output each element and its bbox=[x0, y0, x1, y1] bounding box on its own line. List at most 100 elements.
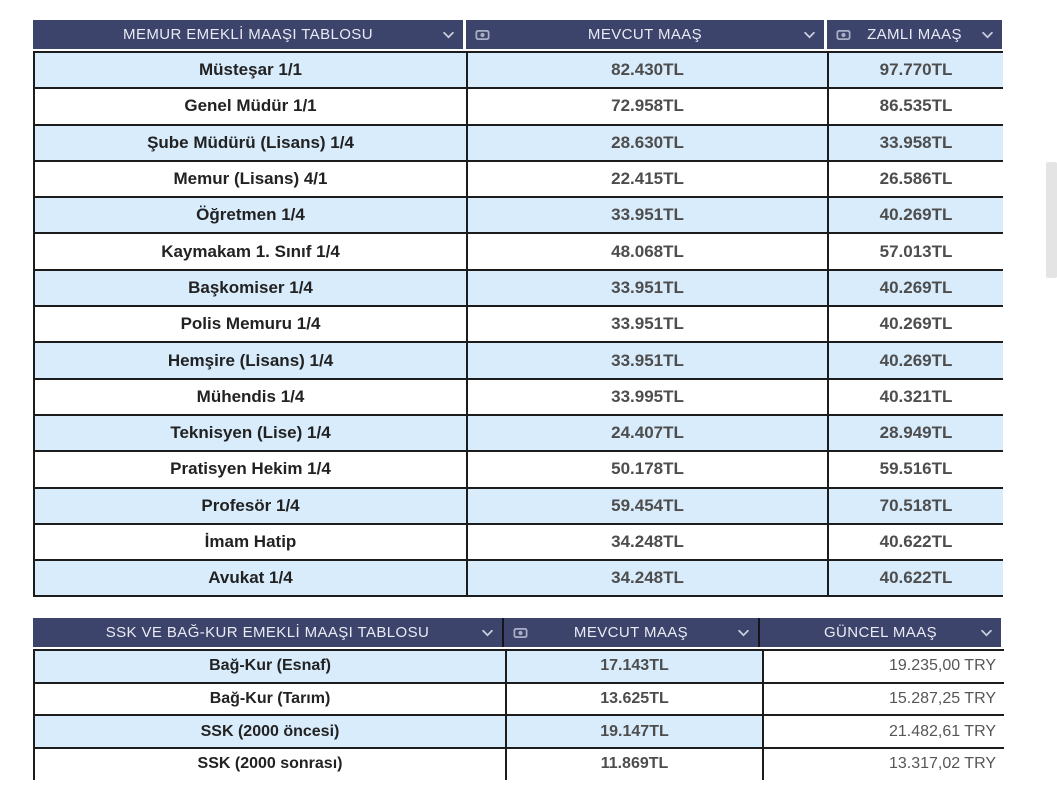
chevron-down-icon[interactable] bbox=[804, 31, 815, 39]
row-label: Pratisyen Hekim 1/4 bbox=[33, 450, 468, 489]
row-label: Şube Müdürü (Lisans) 1/4 bbox=[33, 123, 468, 162]
table-row: Teknisyen (Lise) 1/4 24.407TL 28.949TL bbox=[33, 413, 1003, 453]
memur-table-header-row: MEMUR EMEKLİ MAAŞI TABLOSU MEVCUT MAAŞ Z… bbox=[33, 20, 1002, 49]
row-label: Bağ-Kur (Tarım) bbox=[33, 681, 507, 717]
chevron-down-icon[interactable] bbox=[482, 629, 493, 637]
mevcut-maas-header-cell[interactable]: MEVCUT MAAŞ bbox=[466, 20, 824, 49]
chevron-down-icon[interactable] bbox=[443, 31, 454, 39]
table1-col1-label: MEVCUT MAAŞ bbox=[587, 26, 703, 43]
row-label: Profesör 1/4 bbox=[33, 486, 468, 525]
zamli-value: 97.770TL bbox=[827, 50, 1003, 90]
table-row: Başkomiser 1/4 33.951TL 40.269TL bbox=[33, 268, 1003, 308]
row-label: Genel Müdür 1/1 bbox=[33, 87, 468, 126]
table2-col2-label: GÜNCEL MAAŞ bbox=[823, 624, 938, 641]
memur-table-body: Müsteşar 1/1 82.430TL 97.770TL Genel Müd… bbox=[33, 50, 1003, 598]
zamli-value: 40.269TL bbox=[827, 196, 1003, 235]
scrollbar-thumb[interactable] bbox=[1046, 162, 1057, 278]
mevcut-value: 82.430TL bbox=[466, 50, 829, 90]
mevcut-value: 59.454TL bbox=[466, 486, 829, 525]
guncel-value: 13.317,02 TRY bbox=[762, 747, 1004, 780]
zamli-maas-header-cell[interactable]: ZAMLI MAAŞ bbox=[827, 20, 1002, 49]
mevcut-value: 50.178TL bbox=[466, 450, 829, 489]
mevcut-value: 13.625TL bbox=[505, 681, 764, 717]
chevron-down-icon[interactable] bbox=[738, 629, 749, 637]
mevcut-value: 22.415TL bbox=[466, 159, 829, 199]
mevcut-value: 11.869TL bbox=[505, 747, 764, 780]
guncel-value: 15.287,25 TRY bbox=[762, 681, 1004, 717]
ssk-title-header-cell[interactable]: SSK VE BAĞ-KUR EMEKLİ MAAŞI TABLOSU bbox=[33, 618, 502, 647]
table-row: Profesör 1/4 59.454TL 70.518TL bbox=[33, 486, 1003, 525]
banknote-icon bbox=[836, 29, 851, 40]
table1-col2-label: ZAMLI MAAŞ bbox=[867, 26, 962, 43]
row-label: Müsteşar 1/1 bbox=[33, 50, 468, 90]
banknote-icon bbox=[513, 627, 528, 638]
table-row: SSK (2000 öncesi) 19.147TL 21.482,61 TRY bbox=[33, 714, 1004, 750]
row-label: Hemşire (Lisans) 1/4 bbox=[33, 341, 468, 380]
ssk-table-header-row: SSK VE BAĞ-KUR EMEKLİ MAAŞI TABLOSU MEVC… bbox=[33, 618, 1001, 647]
zamli-value: 33.958TL bbox=[827, 123, 1003, 162]
mevcut-value: 24.407TL bbox=[466, 413, 829, 453]
mevcut-maas-header-cell[interactable]: MEVCUT MAAŞ bbox=[504, 618, 758, 647]
table-row: Şube Müdürü (Lisans) 1/4 28.630TL 33.958… bbox=[33, 123, 1003, 162]
zamli-value: 40.622TL bbox=[827, 559, 1003, 598]
mevcut-value: 33.951TL bbox=[466, 196, 829, 235]
row-label: SSK (2000 öncesi) bbox=[33, 714, 507, 750]
mevcut-value: 33.951TL bbox=[466, 268, 829, 308]
table2-col1-label: MEVCUT MAAŞ bbox=[573, 624, 689, 641]
row-label: SSK (2000 sonrası) bbox=[33, 747, 507, 780]
table2-title: SSK VE BAĞ-KUR EMEKLİ MAAŞI TABLOSU bbox=[105, 624, 430, 641]
zamli-value: 40.269TL bbox=[827, 305, 1003, 344]
table-row: İmam Hatip 34.248TL 40.622TL bbox=[33, 522, 1003, 562]
table-row: Müsteşar 1/1 82.430TL 97.770TL bbox=[33, 50, 1003, 90]
table-row: Bağ-Kur (Tarım) 13.625TL 15.287,25 TRY bbox=[33, 681, 1004, 717]
row-label: Polis Memuru 1/4 bbox=[33, 305, 468, 344]
table-row: Hemşire (Lisans) 1/4 33.951TL 40.269TL bbox=[33, 341, 1003, 380]
zamli-value: 40.269TL bbox=[827, 341, 1003, 380]
row-label: Mühendis 1/4 bbox=[33, 377, 468, 416]
mevcut-value: 72.958TL bbox=[466, 87, 829, 126]
zamli-value: 40.622TL bbox=[827, 522, 1003, 562]
mevcut-value: 17.143TL bbox=[505, 649, 764, 684]
table-row: Bağ-Kur (Esnaf) 17.143TL 19.235,00 TRY bbox=[33, 649, 1004, 684]
guncel-value: 21.482,61 TRY bbox=[762, 714, 1004, 750]
ssk-table-grid: Bağ-Kur (Esnaf) 17.143TL 19.235,00 TRY B… bbox=[33, 649, 1004, 780]
chevron-down-icon[interactable] bbox=[981, 629, 992, 637]
zamli-value: 40.269TL bbox=[827, 268, 1003, 308]
row-label: Avukat 1/4 bbox=[33, 559, 468, 598]
memur-emekli-table: MEMUR EMEKLİ MAAŞI TABLOSU MEVCUT MAAŞ Z… bbox=[33, 20, 1003, 598]
row-label: Kaymakam 1. Sınıf 1/4 bbox=[33, 232, 468, 271]
memur-title-header-cell[interactable]: MEMUR EMEKLİ MAAŞI TABLOSU bbox=[33, 20, 463, 49]
guncel-value: 19.235,00 TRY bbox=[762, 649, 1004, 684]
zamli-value: 40.321TL bbox=[827, 377, 1003, 416]
ssk-bagkur-table: SSK VE BAĞ-KUR EMEKLİ MAAŞI TABLOSU MEVC… bbox=[33, 618, 1004, 780]
zamli-value: 28.949TL bbox=[827, 413, 1003, 453]
table-row: Pratisyen Hekim 1/4 50.178TL 59.516TL bbox=[33, 450, 1003, 489]
mevcut-value: 33.995TL bbox=[466, 377, 829, 416]
memur-table-grid: Müsteşar 1/1 82.430TL 97.770TL Genel Müd… bbox=[33, 50, 1003, 598]
table1-title: MEMUR EMEKLİ MAAŞI TABLOSU bbox=[123, 26, 373, 43]
row-label: Bağ-Kur (Esnaf) bbox=[33, 649, 507, 684]
zamli-value: 59.516TL bbox=[827, 450, 1003, 489]
ssk-table-body: Bağ-Kur (Esnaf) 17.143TL 19.235,00 TRY B… bbox=[33, 649, 1004, 780]
mevcut-value: 19.147TL bbox=[505, 714, 764, 750]
mevcut-value: 34.248TL bbox=[466, 559, 829, 598]
row-label: Teknisyen (Lise) 1/4 bbox=[33, 413, 468, 453]
table-row: Polis Memuru 1/4 33.951TL 40.269TL bbox=[33, 305, 1003, 344]
table-row: Öğretmen 1/4 33.951TL 40.269TL bbox=[33, 196, 1003, 235]
mevcut-value: 34.248TL bbox=[466, 522, 829, 562]
row-label: Öğretmen 1/4 bbox=[33, 196, 468, 235]
table-row: Mühendis 1/4 33.995TL 40.321TL bbox=[33, 377, 1003, 416]
zamli-value: 57.013TL bbox=[827, 232, 1003, 271]
table-row: SSK (2000 sonrası) 11.869TL 13.317,02 TR… bbox=[33, 747, 1004, 780]
guncel-maas-header-cell[interactable]: GÜNCEL MAAŞ bbox=[760, 618, 1001, 647]
mevcut-value: 33.951TL bbox=[466, 341, 829, 380]
chevron-down-icon[interactable] bbox=[982, 31, 993, 39]
zamli-value: 26.586TL bbox=[827, 159, 1003, 199]
zamli-value: 86.535TL bbox=[827, 87, 1003, 126]
mevcut-value: 28.630TL bbox=[466, 123, 829, 162]
mevcut-value: 48.068TL bbox=[466, 232, 829, 271]
mevcut-value: 33.951TL bbox=[466, 305, 829, 344]
table-row: Avukat 1/4 34.248TL 40.622TL bbox=[33, 559, 1003, 598]
row-label: Başkomiser 1/4 bbox=[33, 268, 468, 308]
zamli-value: 70.518TL bbox=[827, 486, 1003, 525]
